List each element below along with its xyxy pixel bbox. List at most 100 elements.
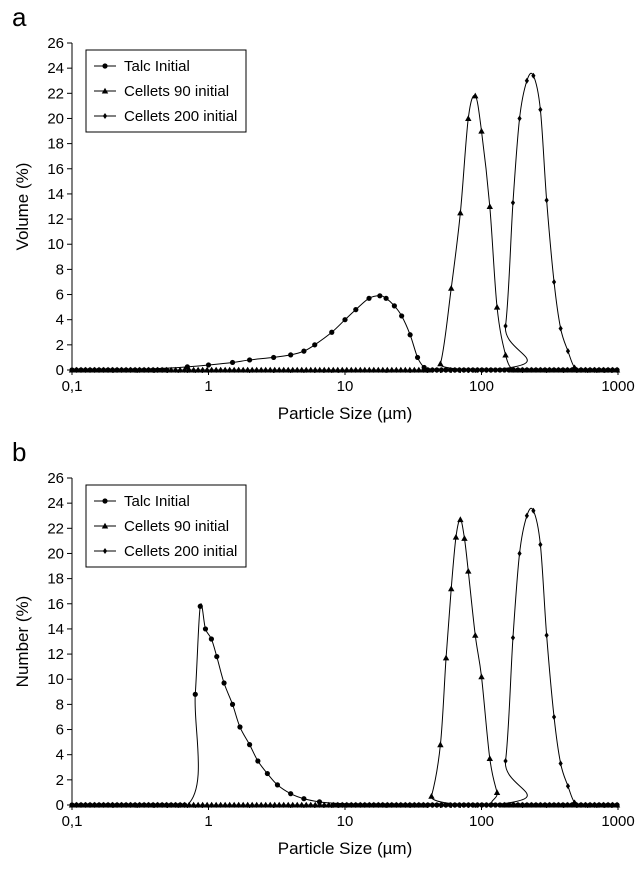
data-point <box>259 367 264 373</box>
data-point <box>466 367 471 373</box>
data-point <box>78 802 84 808</box>
data-point <box>394 367 399 373</box>
data-point <box>478 673 485 680</box>
data-point <box>475 802 480 808</box>
data-point <box>551 713 557 720</box>
data-point <box>398 367 403 373</box>
data-point <box>524 77 529 84</box>
data-point <box>479 802 485 808</box>
y-tick-label: 16 <box>47 596 64 613</box>
data-point <box>544 632 549 639</box>
data-point <box>377 293 383 299</box>
data-point <box>601 367 606 373</box>
data-point <box>583 802 588 808</box>
data-point <box>394 802 399 808</box>
data-point <box>544 197 549 204</box>
data-point <box>237 724 243 730</box>
data-point <box>105 802 111 808</box>
data-point <box>92 802 97 808</box>
data-point <box>457 516 464 523</box>
data-point <box>472 92 479 99</box>
data-point <box>478 127 485 134</box>
data-point <box>523 801 531 808</box>
y-tick-label: 2 <box>56 772 64 789</box>
data-point <box>281 367 286 373</box>
data-point <box>146 802 151 808</box>
data-point <box>299 802 304 808</box>
data-point <box>389 367 394 373</box>
data-point <box>486 755 493 762</box>
legend-label: Cellets 90 initial <box>124 83 229 100</box>
data-point <box>565 348 571 355</box>
data-point <box>559 366 567 373</box>
data-point <box>385 802 390 808</box>
data-point <box>308 367 313 373</box>
data-point <box>87 802 93 808</box>
data-point <box>493 303 501 310</box>
data-point <box>470 367 476 373</box>
y-tick-label: 22 <box>47 85 64 102</box>
data-point <box>391 303 397 309</box>
data-point <box>105 367 111 373</box>
data-point <box>272 367 277 373</box>
data-point <box>528 801 535 808</box>
data-point <box>205 362 212 368</box>
data-point <box>322 802 327 808</box>
data-point <box>102 498 108 504</box>
series-diamond <box>69 507 620 808</box>
data-point <box>227 802 232 808</box>
y-tick-label: 14 <box>47 186 64 203</box>
data-point <box>227 367 232 373</box>
data-point <box>232 802 237 808</box>
data-point <box>290 367 295 373</box>
data-point <box>182 802 187 808</box>
series-circle <box>69 293 620 373</box>
y-tick-label: 20 <box>47 110 64 127</box>
data-point <box>304 802 309 808</box>
data-point <box>259 802 264 808</box>
panel-label: b <box>12 437 27 467</box>
data-point <box>114 802 120 808</box>
data-point <box>362 802 367 808</box>
data-point <box>173 802 178 808</box>
data-point <box>502 351 509 358</box>
data-point <box>268 367 273 373</box>
data-point <box>398 802 403 808</box>
legend-label: Cellets 90 initial <box>124 518 229 535</box>
y-tick-label: 24 <box>47 60 64 77</box>
data-point <box>254 802 259 808</box>
data-point <box>568 801 576 808</box>
data-point <box>407 802 412 808</box>
data-point <box>376 802 381 808</box>
x-tick-label: 1 <box>204 813 212 830</box>
data-point <box>484 802 489 808</box>
data-point <box>331 367 336 373</box>
data-point <box>331 802 336 808</box>
data-point <box>407 332 413 338</box>
data-point <box>383 295 389 301</box>
data-point <box>187 367 192 373</box>
data-point <box>245 367 250 373</box>
data-point <box>349 367 354 373</box>
x-tick-label: 100 <box>469 378 494 395</box>
data-point <box>546 366 553 373</box>
data-point <box>69 802 75 808</box>
data-point <box>78 367 84 373</box>
data-point <box>69 367 75 373</box>
data-point <box>443 367 448 373</box>
panel-label: a <box>12 2 27 32</box>
data-point <box>196 802 201 808</box>
data-point <box>340 802 345 808</box>
y-tick-label: 18 <box>47 571 64 588</box>
data-point <box>326 367 331 373</box>
data-point <box>202 626 209 632</box>
data-point <box>132 367 138 373</box>
data-point <box>399 313 405 319</box>
data-point <box>353 367 358 373</box>
data-point <box>493 789 501 795</box>
data-point <box>610 802 615 808</box>
data-point <box>503 322 508 329</box>
data-point <box>439 802 444 808</box>
data-point <box>559 801 567 808</box>
data-point <box>349 802 354 808</box>
